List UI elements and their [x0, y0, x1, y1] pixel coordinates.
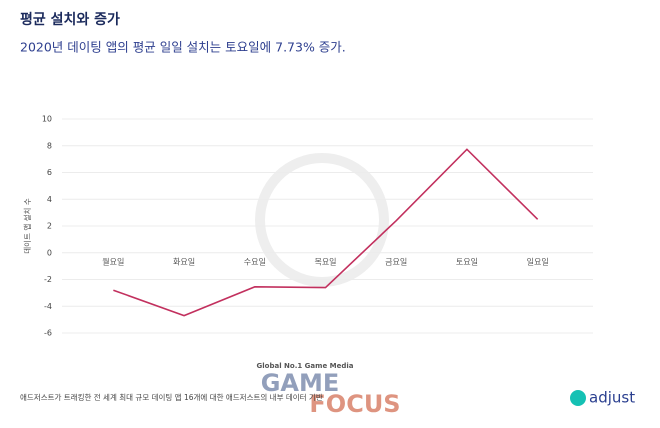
watermark-word: GAME [261, 369, 340, 397]
y-tick-label: -4 [44, 302, 52, 311]
chart-subtitle: 2020년 데이팅 앱의 평균 일일 설치는 토요일에 7.73% 증가. [20, 40, 346, 55]
y-axis-label: 데이트 앱 설치 수 [22, 198, 32, 254]
footnote: 애드저스트가 트래킹한 전 세계 최대 규모 데이팅 앱 16개에 대한 애드저… [20, 392, 323, 402]
x-tick-label: 수요일 [244, 257, 266, 266]
x-tick-label: 일요일 [527, 257, 549, 266]
y-tick-label: 2 [47, 222, 52, 231]
line-series [113, 148, 539, 317]
x-tick-label: 토요일 [456, 257, 478, 266]
y-tick-label: -2 [44, 275, 52, 284]
y-tick-label: 4 [47, 195, 52, 204]
watermark-tagline: Global No.1 Game Media [257, 362, 354, 370]
x-tick-label: 목요일 [314, 257, 336, 266]
y-tick-label: -6 [44, 329, 52, 338]
watermark-word: FOCUS [309, 390, 400, 418]
chart-title: 평균 설치와 증가 [20, 11, 120, 28]
y-tick-label: 8 [47, 141, 52, 150]
watermark-logo [255, 153, 389, 287]
brand-icon [570, 390, 586, 406]
x-tick-label: 금요일 [385, 257, 407, 266]
x-tick-label: 화요일 [173, 257, 195, 266]
y-tick-label: 6 [47, 168, 52, 177]
brand: adjust [589, 389, 635, 407]
x-tick-label: 월요일 [102, 256, 124, 266]
y-tick-label: 0 [47, 248, 52, 257]
y-tick-label: 10 [42, 115, 52, 124]
